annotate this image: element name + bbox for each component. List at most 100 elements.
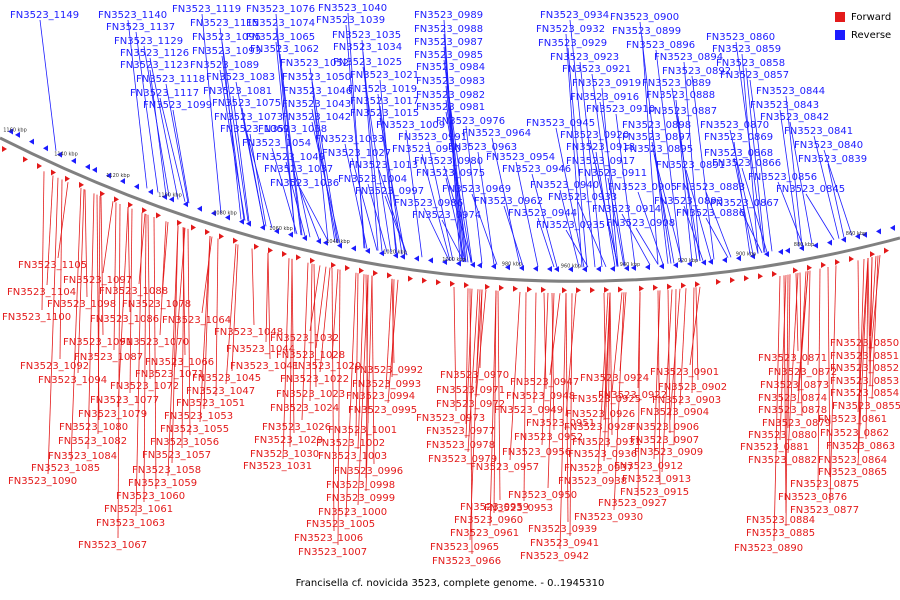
reverse-gene-label: FN3523_0944	[508, 208, 577, 219]
reverse-leader-line	[275, 27, 302, 236]
forward-leader-line	[117, 207, 129, 408]
reverse-feature	[400, 253, 405, 260]
forward-gene-label: FN3523_1091	[63, 337, 132, 348]
reverse-gene-label: FN3523_0934	[540, 10, 609, 21]
forward-gene-label: FN3523_0947	[510, 377, 579, 388]
forward-leader-line	[469, 288, 473, 555]
reverse-feature	[813, 242, 818, 249]
reverse-gene-label: FN3523_1126	[120, 48, 189, 59]
reverse-gene-label: FN3523_0845	[776, 184, 845, 195]
forward-leader-line	[187, 228, 191, 436]
reverse-leader-line	[685, 169, 712, 260]
reverse-feature	[764, 251, 769, 258]
forward-gene-label: FN3523_0998	[326, 480, 395, 491]
reverse-gene-label: FN3523_1052	[280, 58, 349, 69]
reverse-leader-line	[579, 61, 603, 268]
forward-gene-label: FN3523_0884	[746, 515, 815, 526]
reverse-feature	[162, 193, 167, 200]
forward-gene-label: FN3523_0949	[494, 405, 563, 416]
reverse-leader-line	[159, 97, 186, 202]
forward-leader-line	[799, 272, 803, 417]
reverse-gene-label: FN3523_1034	[333, 42, 402, 53]
reverse-leader-line	[471, 193, 498, 265]
forward-gene-label: FN3523_0931	[572, 437, 641, 448]
forward-gene-label: FN3523_1104	[7, 287, 76, 298]
reverse-feature	[148, 188, 153, 195]
reverse-leader-line	[445, 71, 463, 262]
forward-leader-line	[181, 227, 185, 449]
reverse-gene-label: FN3523_0984	[416, 62, 485, 73]
reverse-leader-line	[465, 125, 483, 264]
reverse-feature	[568, 266, 573, 273]
reverse-gene-label: FN3523_1093	[192, 46, 261, 57]
forward-gene-label: FN3523_1080	[59, 422, 128, 433]
forward-feature	[695, 281, 700, 288]
forward-gene-label: FN3523_1092	[20, 361, 89, 372]
forward-feature	[562, 287, 567, 294]
forward-leader-line	[869, 257, 873, 337]
forward-feature	[142, 207, 147, 214]
forward-feature	[870, 251, 875, 258]
reverse-gene-label: FN3523_0841	[784, 126, 853, 137]
forward-feature	[464, 282, 469, 289]
forward-leader-line	[479, 289, 483, 369]
reverse-feature	[722, 257, 727, 264]
forward-leader-line	[667, 289, 671, 434]
reverse-leader-line	[595, 165, 619, 267]
forward-leader-line	[385, 278, 393, 390]
forward-feature	[100, 190, 105, 197]
forward-leader-line	[661, 289, 673, 473]
reverse-gene-label: FN3523_0883	[676, 182, 745, 193]
forward-feature	[282, 250, 287, 257]
reverse-gene-label: FN3523_0843	[750, 100, 819, 111]
reverse-leader-line	[691, 75, 715, 260]
reverse-leader-line	[441, 219, 465, 263]
forward-feature	[436, 279, 441, 286]
reverse-feature	[211, 210, 216, 217]
reverse-feature	[533, 265, 538, 272]
forward-leader-line	[597, 292, 609, 475]
reverse-leader-line	[749, 79, 773, 252]
reverse-leader-line	[232, 95, 250, 222]
reverse-leader-line	[739, 207, 763, 254]
reverse-leader-line	[39, 19, 57, 151]
reverse-leader-line	[555, 127, 585, 268]
scale-label: 980 kbp	[502, 262, 522, 268]
reverse-gene-label: FN3523_0975	[416, 168, 485, 179]
forward-feature	[618, 286, 623, 293]
reverse-gene-label: FN3523_1033	[315, 134, 384, 145]
reverse-gene-label: FN3523_0905	[608, 182, 677, 193]
reverse-feature	[624, 265, 629, 272]
reverse-leader-line	[789, 121, 813, 245]
reverse-gene-label: FN3523_0887	[648, 106, 717, 117]
forward-leader-line	[331, 267, 335, 532]
reverse-leader-line	[405, 129, 423, 258]
forward-leader-line	[84, 189, 88, 298]
reverse-feature	[841, 236, 846, 243]
forward-feature	[807, 264, 812, 271]
forward-gene-label: FN3523_0909	[634, 447, 703, 458]
forward-leader-line	[867, 258, 871, 375]
reverse-feature	[736, 255, 741, 262]
forward-gene-label: FN3523_0928	[564, 422, 633, 433]
reverse-gene-label: FN3523_0981	[416, 102, 485, 113]
reverse-leader-line	[615, 113, 636, 266]
forward-leader-line	[543, 292, 547, 390]
scale-label: 880 kbp	[794, 242, 814, 248]
reverse-leader-line	[599, 101, 626, 267]
forward-feature	[373, 270, 378, 277]
reverse-gene-label: FN3523_0866	[712, 158, 781, 169]
forward-leader-line	[653, 290, 661, 460]
reverse-gene-label: FN3523_0991	[398, 132, 467, 143]
forward-gene-label: FN3523_1032	[270, 333, 339, 344]
forward-leader-line	[267, 252, 271, 360]
reverse-leader-line	[827, 163, 845, 238]
forward-gene-label: FN3523_1060	[116, 491, 185, 502]
forward-gene-label: FN3523_1044	[226, 344, 295, 355]
forward-leader-line	[541, 292, 549, 446]
scale-label: 1160 kbp	[3, 127, 27, 133]
reverse-leader-line	[271, 147, 298, 235]
forward-gene-label: FN3523_1105	[18, 260, 87, 271]
reverse-leader-line	[677, 115, 698, 262]
reverse-gene-label: FN3523_1117	[130, 88, 199, 99]
